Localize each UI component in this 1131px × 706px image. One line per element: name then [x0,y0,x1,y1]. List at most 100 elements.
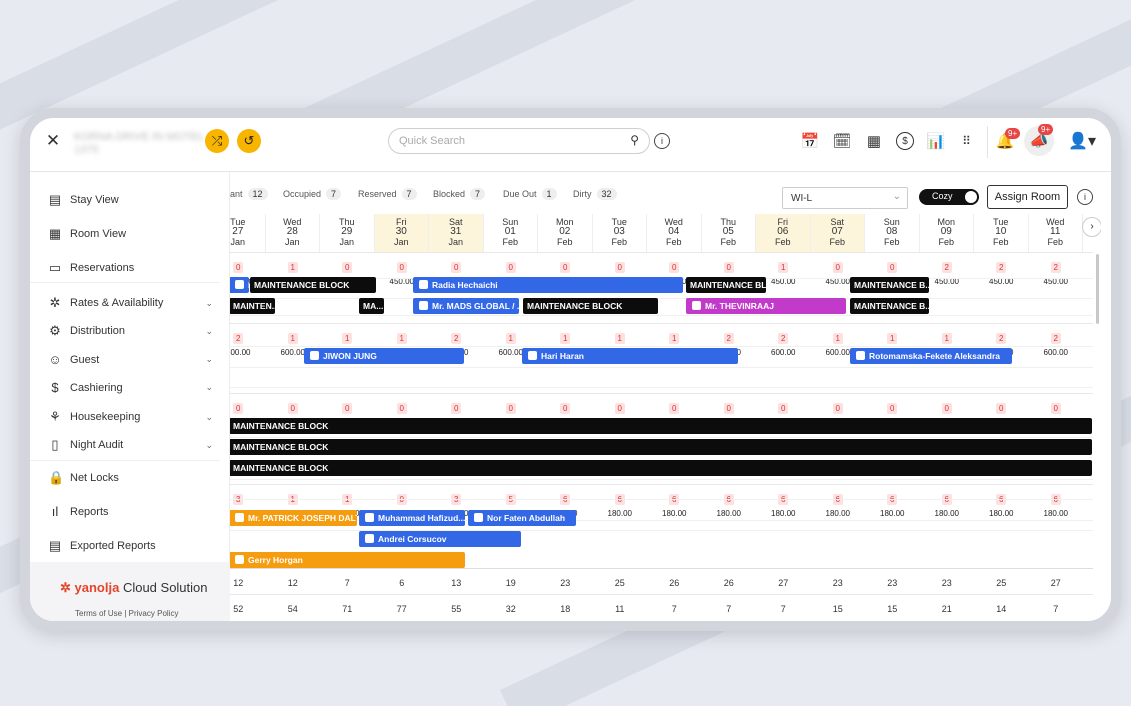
sidebar-item-exported-reports[interactable]: ▤ Exported Reports [48,538,213,554]
rate-cell[interactable]: 2 450.00 [920,257,975,288]
info-icon[interactable]: i [1077,189,1093,205]
rate-cell[interactable]: 6180.00 [756,489,811,520]
date-header[interactable]: Sat 31 Jan [429,214,484,252]
rate-cell[interactable]: 2 600.00 [230,328,266,359]
rate-cell[interactable]: 6180.00 [593,489,648,520]
maintenance-block[interactable]: MAINTENANCE BLOCK [230,418,1092,434]
info-icon[interactable]: i [654,133,670,149]
maintenance-block[interactable]: MAINTENANCE BLOCK [230,439,1092,455]
shuffle-icon[interactable]: ⤮ [205,129,229,153]
rate-cell[interactable]: 6180.00 [974,489,1029,520]
availability-count: 0 [887,403,898,414]
maintenance-block[interactable]: MAINTENANCE B... [850,277,929,293]
date-header[interactable]: Thu 05 Feb [702,214,756,252]
rate-cell[interactable]: 2 600.00 [1029,328,1084,359]
next-arrow-icon[interactable]: › [1082,217,1101,237]
date-header[interactable]: Thu 29 Jan [320,214,375,252]
sidebar-item-reports[interactable]: ıl Reports [48,504,213,519]
date-header[interactable]: Sun 01 Feb [484,214,538,252]
rate-cell[interactable]: 2 450.00 [1029,257,1084,288]
maintenance-block[interactable]: MAINTENANCE BLOCK [523,298,658,314]
sidebar-item-room-view[interactable]: ▦ Room View [48,226,213,242]
stat-reserved[interactable]: Reserved 7 [358,188,417,200]
date-header[interactable]: Wed 28 Jan [266,214,320,252]
rate-cell[interactable]: 2 450.00 [974,257,1029,288]
booking-bar[interactable]: Gerry Horgan [230,552,465,568]
room-type-select[interactable]: WI-L ⌄ [782,187,908,209]
rate-cell[interactable]: 6180.00 [865,489,920,520]
maintenance-block[interactable]: MAINTEN... [230,298,275,314]
date-header[interactable]: Sun 08 Feb [865,214,920,252]
booking-bar[interactable]: Hari Haran [522,348,738,364]
booking-bar[interactable]: K. [230,277,249,293]
rate-cell[interactable]: 6180.00 [811,489,866,520]
search-icon[interactable]: ⚲ [630,133,639,147]
maintenance-block[interactable]: MAINTENANCE BLOCK [686,277,766,293]
maintenance-block[interactable]: MAINTENANCE BLOCK [230,460,1092,476]
date-header[interactable]: Tue 10 Feb [974,214,1029,252]
stat-blocked[interactable]: Blocked 7 [433,188,486,200]
rate-cell[interactable]: 1 600.00 [266,328,321,359]
scrollbar[interactable] [1096,254,1099,324]
booking-bar[interactable]: Mr. THEVINRAAJ [686,298,846,314]
booking-bar[interactable]: Mr. MADS GLOBAL / ... [413,298,519,314]
stat-dirty[interactable]: Dirty 32 [573,188,617,200]
maintenance-block[interactable]: MA... [359,298,384,314]
maintenance-block[interactable]: MAINTENANCE B... [850,298,929,314]
stat-occupied[interactable]: Occupied 7 [283,188,342,200]
booking-bar[interactable]: Mr. PATRICK JOSEPH DALTON [230,510,357,526]
rate-cell[interactable]: 1 600.00 [811,328,866,359]
date-header[interactable]: Tue 03 Feb [593,214,647,252]
sidebar-item-net-locks[interactable]: 🔒 Net Locks [48,470,213,486]
close-icon[interactable]: ✕ [45,131,61,150]
rate-cell[interactable]: 2 600.00 [756,328,811,359]
rate-cell[interactable]: 6180.00 [647,489,702,520]
booking-bar[interactable]: JIWON JUNG [304,348,464,364]
rate-cell[interactable]: 6180.00 [920,489,975,520]
rate-cell[interactable]: 6180.00 [1029,489,1084,520]
maintenance-block[interactable]: MAINTENANCE BLOCK [250,277,376,293]
report-chart-icon[interactable]: 📊 [926,133,946,150]
undo-icon[interactable]: ↺ [237,129,261,153]
sidebar-item-night-audit[interactable]: ▯ Night Audit ⌄ [48,437,213,453]
assign-room-button[interactable]: Assign Room [987,185,1068,209]
stat-due-out[interactable]: Due Out 1 [503,188,557,200]
booking-bar[interactable]: Rotomamska-Fekete Aleksandra [850,348,1012,364]
booking-bar[interactable]: Radia Hechaichi [413,277,683,293]
cozy-toggle[interactable]: Cozy [919,189,979,205]
rate-cell[interactable]: 0 450.00 [811,257,866,288]
date-header[interactable]: Wed 11 Feb [1029,214,1083,252]
calendar-add-icon[interactable]: 📅 [800,133,820,150]
dollar-icon[interactable]: $ [896,132,914,150]
apps-grid-icon[interactable]: ⠿ [962,134,971,148]
date-header[interactable]: Fri 30 Jan [374,214,429,252]
calendar-icon[interactable]: ▦ [866,133,882,150]
terms-link[interactable]: Terms of Use [75,609,123,618]
sidebar-item-housekeeping[interactable]: ⚘ Housekeeping ⌄ [48,409,213,425]
rate-cell[interactable]: 1 450.00 [756,257,811,288]
sidebar-item-distribution[interactable]: ⚙ Distribution ⌄ [48,323,213,339]
calendar-check-icon[interactable]: 🗓 [832,133,852,150]
date-header[interactable]: Fri 06 Feb [756,214,811,252]
sidebar-item-reservations[interactable]: ▭ Reservations [48,260,213,276]
sidebar-item-rates[interactable]: ✲ Rates & Availability ⌄ [48,295,213,311]
date-header[interactable]: Wed 04 Feb [647,214,702,252]
booking-bar[interactable]: Nor Faten Abdullah [468,510,576,526]
rate-cell[interactable]: 1 600.00 [484,328,539,359]
bar-chart-icon: ıl [51,504,59,519]
stat-available[interactable]: ant 12 [230,188,268,200]
rate-cell[interactable]: 6180.00 [702,489,757,520]
rate-cell[interactable]: 0 450.00 [375,257,430,288]
date-header[interactable]: Tue 27 Jan [230,214,266,252]
user-menu-icon[interactable]: 👤▾ [1068,133,1096,150]
sidebar-item-stay-view[interactable]: ▤ Stay View [48,192,213,208]
booking-bar[interactable]: Muhammad Hafizud... [359,510,465,526]
sidebar-item-cashiering[interactable]: $ Cashiering ⌄ [48,380,213,395]
privacy-link[interactable]: Privacy Policy [128,609,179,618]
booking-bar[interactable]: Andrei Corsucov [359,531,521,547]
date-header[interactable]: Sat 07 Feb [810,214,865,252]
search-input[interactable]: Quick Search ⚲ [388,128,650,154]
date-header[interactable]: Mon 09 Feb [920,214,974,252]
date-header[interactable]: Mon 02 Feb [538,214,593,252]
sidebar-item-guest[interactable]: ☺ Guest ⌄ [48,352,213,367]
